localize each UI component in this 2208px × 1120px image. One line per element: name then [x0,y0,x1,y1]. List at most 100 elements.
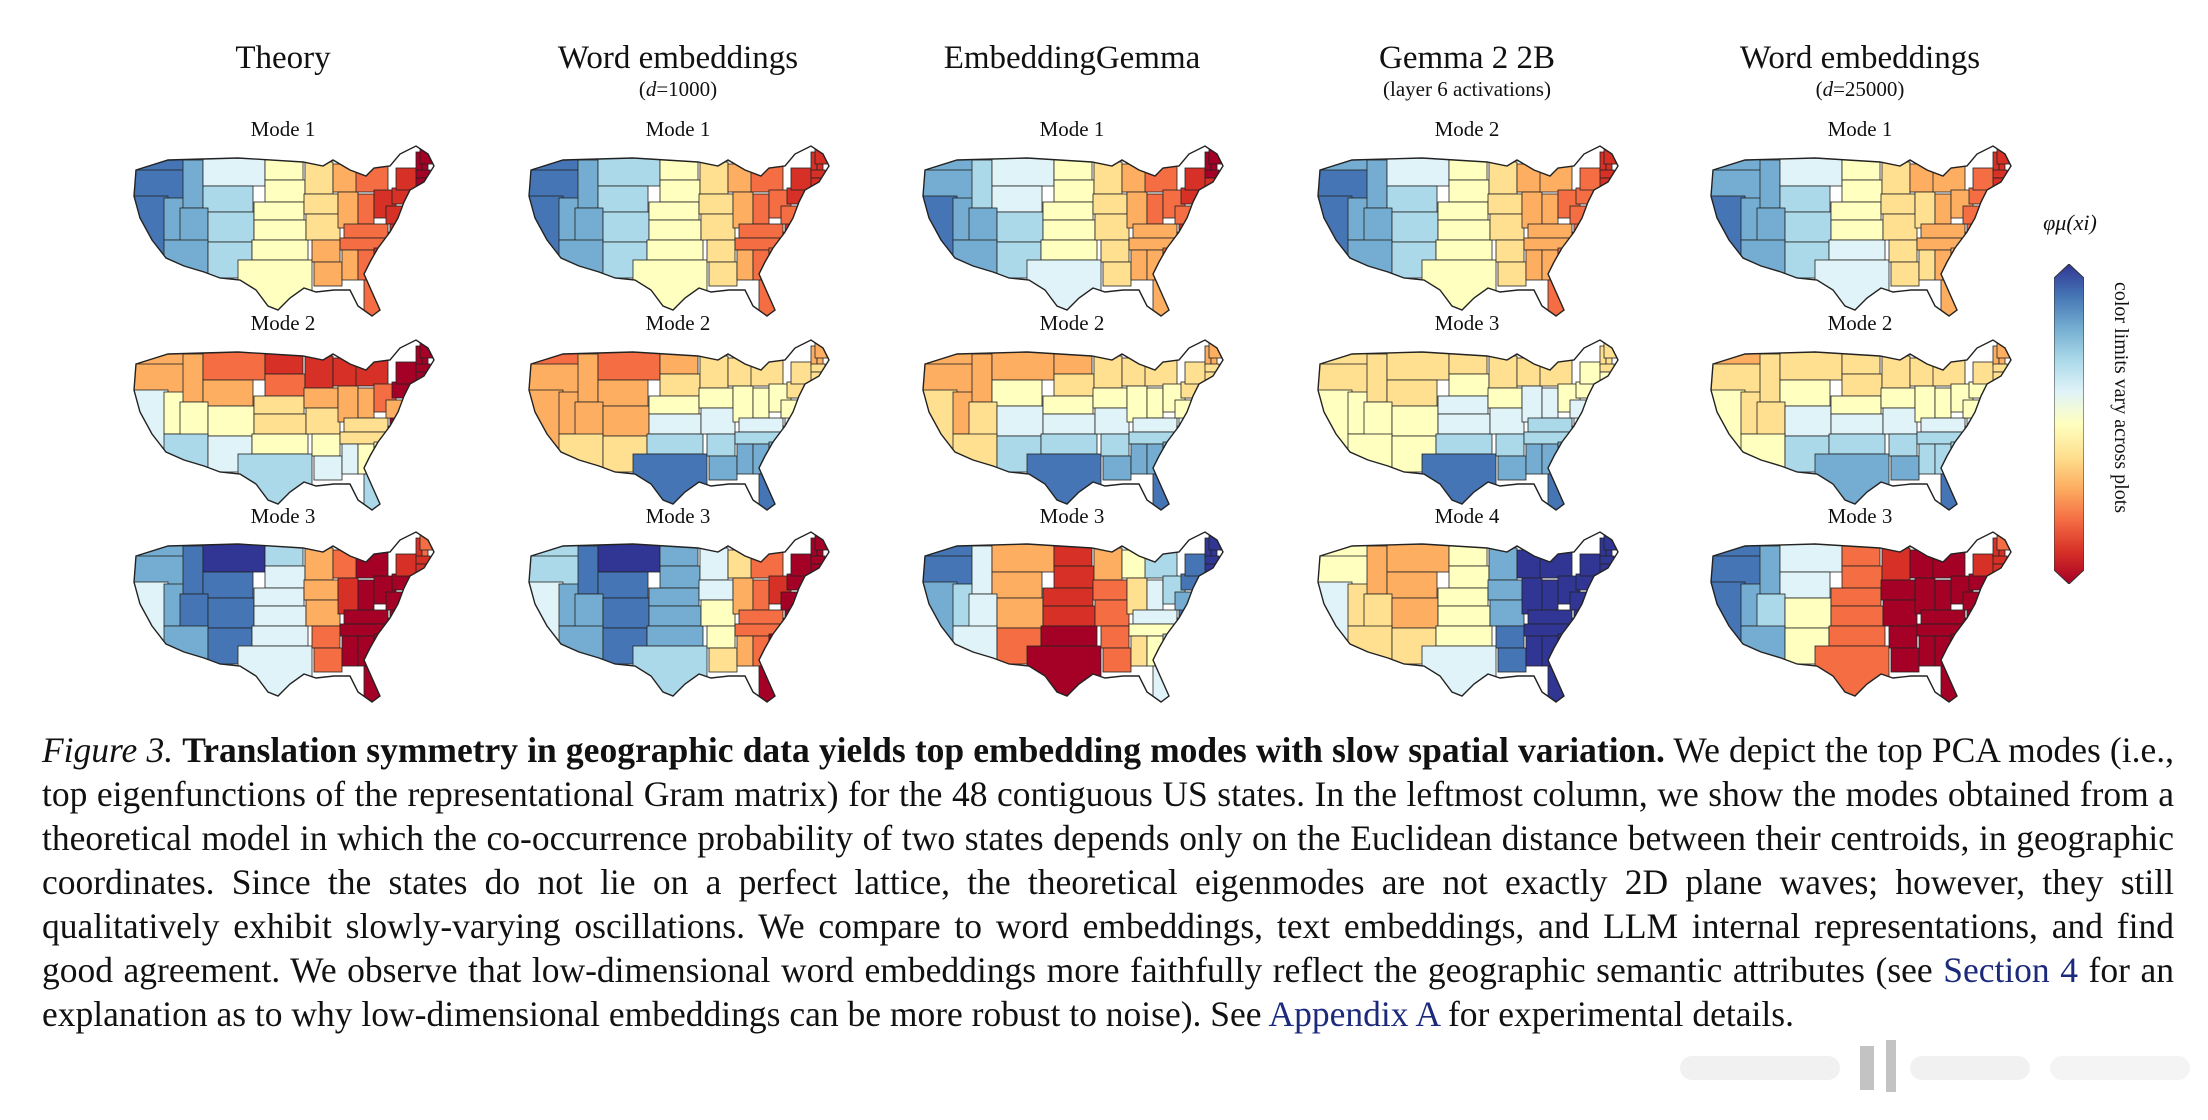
state-mt [1779,157,1843,187]
state-mo [700,213,736,241]
state-nd [1448,545,1488,567]
state-ky [1527,609,1573,625]
us-outline [528,145,830,317]
state-il [1914,191,1936,229]
state-md [802,591,816,603]
state-ky [1920,609,1966,625]
state-az [558,239,604,275]
mode-label: Mode 4 [1434,504,1500,528]
state-ks [1830,605,1884,627]
us-outline [133,531,435,703]
state-az [163,433,209,469]
us-outline [1317,531,1619,703]
state-il [1914,385,1936,423]
state-tx [1814,453,1890,510]
state-az [163,625,209,661]
state-tx [1421,645,1497,702]
state-il [1126,577,1148,615]
state-ky [738,609,784,625]
state-md [407,591,421,603]
state-ri [2002,563,2008,573]
state-ne [1437,201,1489,221]
state-mo [305,213,341,241]
state-in [1541,193,1559,225]
state-az [1347,433,1393,469]
state-wi [1121,549,1147,579]
state-id [577,159,599,209]
state-ri [820,371,826,381]
state-nc [1176,617,1214,633]
state-wi [332,549,358,579]
state-ia [1487,579,1523,601]
state-ms [1525,249,1543,281]
state-la [1890,647,1920,673]
state-az [163,239,209,275]
state-id [182,159,204,209]
state-md [1984,399,1998,411]
state-nj [421,385,429,401]
state-de [1208,203,1214,213]
state-tx [1026,645,1102,702]
state-mo [1882,407,1918,435]
state-ut [968,593,998,629]
state-wy [202,379,254,407]
state-mo [1094,407,1130,435]
state-la [1497,647,1527,673]
us-state-map [128,334,438,514]
state-wy [991,379,1043,407]
state-sc [786,437,806,455]
state-ri [425,371,431,381]
state-in [1934,579,1952,611]
us-outline [922,145,1224,317]
state-al [1541,249,1559,281]
state-nc [782,617,820,633]
state-ok [1040,433,1098,455]
state-wi [1121,357,1147,387]
us-outline [528,531,830,703]
state-id [1759,353,1781,403]
state-wy [1779,185,1831,213]
state-md [1196,205,1210,217]
state-al [1146,443,1164,475]
state-mo [1489,213,1525,241]
state-in [1934,193,1952,225]
state-co [996,597,1044,629]
state-de [1208,589,1214,599]
state-wy [202,571,254,599]
mode-label: Mode 3 [1039,504,1105,528]
state-mn [1488,161,1518,195]
state-co [1784,211,1832,243]
appendix-a-link[interactable]: Appendix A [1268,994,1440,1034]
state-co [602,597,650,629]
state-de [419,589,425,599]
state-ia [303,579,339,601]
state-nd [1841,159,1881,181]
us-outline [922,339,1224,511]
column-subtitle-4: (d=25000) [1815,77,1905,101]
state-ks [253,219,307,241]
state-ky [1527,417,1573,433]
state-ne [648,395,700,415]
state-az [952,239,998,275]
state-ga [1162,633,1184,667]
mode-label: Mode 2 [1434,117,1500,141]
state-mt [991,157,1055,187]
state-nc [782,231,820,247]
state-nd [264,159,304,181]
state-co [1391,597,1439,629]
state-nj [816,385,824,401]
us-state-map [523,334,833,514]
us-state-map [1312,526,1622,706]
state-sd [1448,373,1490,397]
state-ut [574,401,604,437]
section-4-link[interactable]: Section 4 [1943,950,2078,990]
mode-label: Mode 3 [1827,504,1893,528]
state-de [419,203,425,213]
us-state-map [917,334,1227,514]
state-mn [699,161,729,195]
state-sd [1053,373,1095,397]
state-al [1934,443,1952,475]
state-mt [991,351,1055,381]
state-ms [1130,249,1148,281]
state-ok [251,239,309,261]
